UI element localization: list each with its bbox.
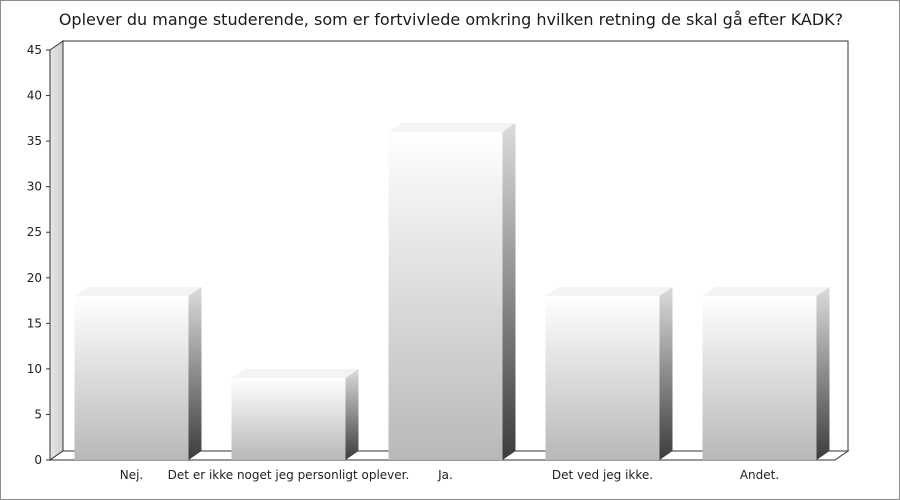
- bar-top: [702, 287, 830, 296]
- x-tick-label: Det ved jeg ikke.: [552, 468, 653, 482]
- bar-side: [816, 287, 830, 460]
- y-tick-label: 20: [27, 271, 42, 285]
- y-tick-label: 35: [27, 134, 42, 148]
- y-tick-label: 0: [34, 453, 42, 467]
- x-tick-label: Det er ikke noget jeg personligt oplever…: [168, 468, 410, 482]
- bar-side: [659, 287, 673, 460]
- x-tick-label: Ja.: [437, 468, 453, 482]
- bar-side: [502, 123, 516, 460]
- y-tick-label: 45: [27, 43, 42, 57]
- bar-top: [231, 369, 359, 378]
- bar: [702, 296, 817, 460]
- y-tick-label: 30: [27, 180, 42, 194]
- bar-side: [345, 369, 359, 460]
- bar-top: [74, 287, 202, 296]
- bar: [388, 132, 503, 460]
- y-tick-label: 10: [27, 362, 42, 376]
- y-tick-label: 15: [27, 316, 42, 330]
- bar: [231, 378, 346, 460]
- y-tick-label: 25: [27, 225, 42, 239]
- bar: [545, 296, 660, 460]
- x-tick-label: Nej.: [120, 468, 144, 482]
- chart-title: Oplever du mange studerende, som er fort…: [58, 10, 844, 29]
- x-tick-label: Andet.: [740, 468, 779, 482]
- y-tick-label: 40: [27, 89, 42, 103]
- left-wall: [49, 40, 64, 461]
- bar-top: [388, 123, 516, 132]
- bar-top: [545, 287, 673, 296]
- bar-side: [188, 287, 202, 460]
- y-tick-label: 5: [34, 407, 42, 421]
- bar: [74, 296, 189, 460]
